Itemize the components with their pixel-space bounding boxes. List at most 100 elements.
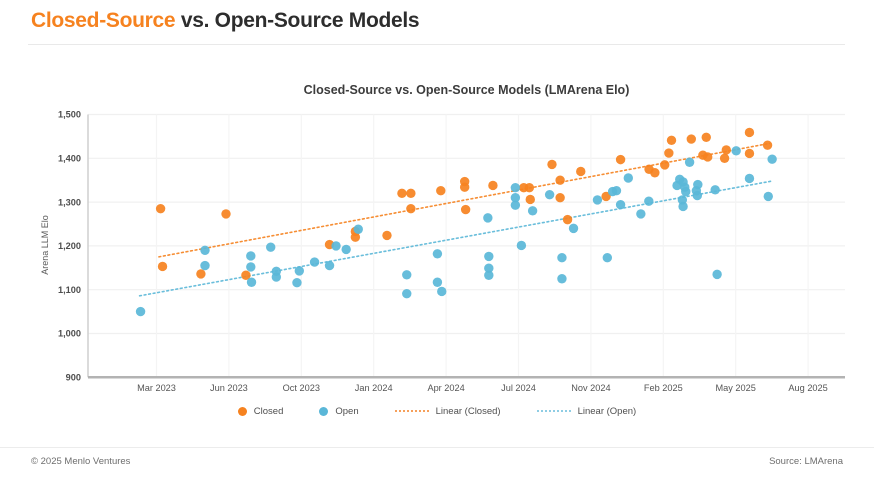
data-point-closed[interactable] xyxy=(155,203,166,214)
data-point-open[interactable] xyxy=(510,193,521,203)
data-point-closed[interactable] xyxy=(576,166,586,177)
data-point-closed[interactable] xyxy=(762,140,773,150)
data-point-closed[interactable] xyxy=(601,191,611,202)
data-point-closed[interactable] xyxy=(221,209,231,219)
data-point-closed[interactable] xyxy=(525,194,535,205)
data-point-open[interactable] xyxy=(678,201,688,212)
data-point-open[interactable] xyxy=(527,206,538,216)
data-point-open[interactable] xyxy=(200,260,210,271)
data-point-closed[interactable] xyxy=(664,148,674,158)
data-point-open[interactable] xyxy=(324,260,335,271)
data-point-open[interactable] xyxy=(432,277,443,287)
x-tick-label: Jan 2024 xyxy=(355,383,393,393)
data-point-open[interactable] xyxy=(484,251,494,262)
data-point-open[interactable] xyxy=(246,277,257,287)
data-point-open[interactable] xyxy=(294,266,305,276)
data-point-closed[interactable] xyxy=(555,175,565,185)
data-point-open[interactable] xyxy=(246,262,256,272)
data-point-open[interactable] xyxy=(271,272,282,282)
data-point-open[interactable] xyxy=(744,173,755,184)
data-point-closed[interactable] xyxy=(406,188,416,199)
data-point-open[interactable] xyxy=(681,186,691,197)
data-point-closed[interactable] xyxy=(459,182,470,192)
footer-source: Source: LMArena xyxy=(769,456,843,467)
data-point-open[interactable] xyxy=(644,196,654,206)
data-point-closed[interactable] xyxy=(406,203,416,214)
x-tick-label: Oct 2023 xyxy=(283,383,320,393)
x-tick-label: Apr 2024 xyxy=(427,383,464,393)
data-point-open[interactable] xyxy=(636,209,646,219)
data-point-open[interactable] xyxy=(568,223,579,234)
data-point-closed[interactable] xyxy=(744,127,755,138)
data-point-closed[interactable] xyxy=(397,188,407,199)
data-point-closed[interactable] xyxy=(744,148,755,159)
data-point-open[interactable] xyxy=(200,245,210,255)
data-point-closed[interactable] xyxy=(721,145,731,155)
data-point-open[interactable] xyxy=(309,257,320,267)
data-point-open[interactable] xyxy=(557,253,567,263)
data-point-closed[interactable] xyxy=(703,152,713,162)
data-point-open[interactable] xyxy=(557,274,567,284)
data-point-open[interactable] xyxy=(437,286,447,297)
data-point-open[interactable] xyxy=(510,200,521,210)
data-point-open[interactable] xyxy=(484,270,494,280)
data-point-closed[interactable] xyxy=(488,180,498,191)
data-point-closed[interactable] xyxy=(555,193,565,203)
legend-label-open: Open xyxy=(335,405,359,417)
data-point-open[interactable] xyxy=(763,191,773,202)
y-tick-label: 1,300 xyxy=(58,197,81,207)
data-point-closed[interactable] xyxy=(660,160,670,170)
data-point-closed[interactable] xyxy=(650,168,660,178)
x-tick-label: Jun 2023 xyxy=(210,383,248,393)
data-point-open[interactable] xyxy=(767,154,777,164)
data-point-closed[interactable] xyxy=(686,134,696,144)
data-point-closed[interactable] xyxy=(436,186,446,196)
data-point-open[interactable] xyxy=(516,240,527,251)
data-point-closed[interactable] xyxy=(460,204,471,215)
data-point-open[interactable] xyxy=(402,270,412,280)
data-point-open[interactable] xyxy=(623,173,634,183)
data-point-open[interactable] xyxy=(331,241,341,251)
data-point-open[interactable] xyxy=(510,182,521,193)
data-point-open[interactable] xyxy=(544,189,555,200)
open-trendline-swatch xyxy=(536,410,571,412)
data-point-open[interactable] xyxy=(353,224,363,234)
legend-item-linear-open: Linear (Open) xyxy=(536,406,636,417)
data-point-open[interactable] xyxy=(432,249,443,259)
data-point-open[interactable] xyxy=(731,146,741,156)
data-point-closed[interactable] xyxy=(615,154,626,165)
data-point-open[interactable] xyxy=(135,306,146,317)
data-point-closed[interactable] xyxy=(701,132,711,142)
data-point-open[interactable] xyxy=(341,244,351,255)
data-point-open[interactable] xyxy=(693,179,703,190)
data-point-closed[interactable] xyxy=(241,270,251,280)
data-point-open[interactable] xyxy=(710,185,720,195)
data-point-closed[interactable] xyxy=(547,159,557,170)
data-point-closed[interactable] xyxy=(157,261,168,272)
header-divider xyxy=(28,44,845,45)
closed-dot-swatch xyxy=(237,406,247,416)
closed-trendline-swatch xyxy=(394,410,429,412)
data-point-open[interactable] xyxy=(266,242,276,252)
data-point-closed[interactable] xyxy=(350,232,361,242)
data-point-open[interactable] xyxy=(592,195,603,205)
data-point-closed[interactable] xyxy=(382,230,392,241)
data-point-closed[interactable] xyxy=(524,182,535,193)
data-point-open[interactable] xyxy=(615,200,626,210)
legend-item-linear-closed: Linear (Closed) xyxy=(394,406,501,417)
data-point-open[interactable] xyxy=(712,269,722,280)
data-point-open[interactable] xyxy=(692,190,703,201)
data-point-closed[interactable] xyxy=(719,153,730,163)
data-point-open[interactable] xyxy=(402,288,412,299)
data-point-closed[interactable] xyxy=(666,135,677,146)
data-point-closed[interactable] xyxy=(196,269,206,279)
data-point-open[interactable] xyxy=(484,263,494,273)
data-point-open[interactable] xyxy=(292,277,302,288)
data-point-open[interactable] xyxy=(611,186,622,196)
data-point-open[interactable] xyxy=(246,251,256,261)
data-point-closed[interactable] xyxy=(562,214,573,225)
data-point-open[interactable] xyxy=(602,253,613,263)
data-point-open[interactable] xyxy=(684,157,695,167)
data-point-open[interactable] xyxy=(483,213,493,223)
